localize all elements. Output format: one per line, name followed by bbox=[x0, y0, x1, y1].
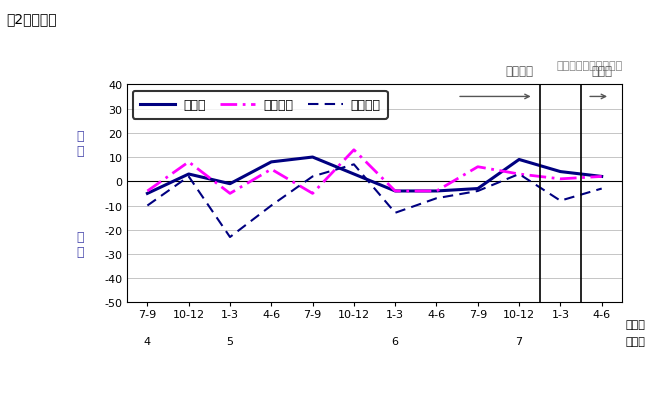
Text: （年）: （年） bbox=[625, 336, 645, 346]
Text: 見通し: 見通し bbox=[591, 65, 612, 78]
Text: 5: 5 bbox=[226, 336, 234, 346]
Text: （単位：％ポイント）: （単位：％ポイント） bbox=[556, 61, 622, 71]
Text: 4: 4 bbox=[144, 336, 151, 346]
Text: 上
昇: 上 昇 bbox=[76, 130, 83, 158]
Text: （月）: （月） bbox=[625, 319, 645, 329]
Text: 7: 7 bbox=[515, 336, 523, 346]
Legend: 大企業, 中堅企業, 中小企業: 大企業, 中堅企業, 中小企業 bbox=[133, 91, 388, 119]
Text: 6: 6 bbox=[391, 336, 399, 346]
Text: 現状判断: 現状判断 bbox=[505, 65, 533, 78]
Text: （2）規模別: （2）規模別 bbox=[7, 12, 57, 26]
Text: 下
降: 下 降 bbox=[76, 230, 83, 258]
